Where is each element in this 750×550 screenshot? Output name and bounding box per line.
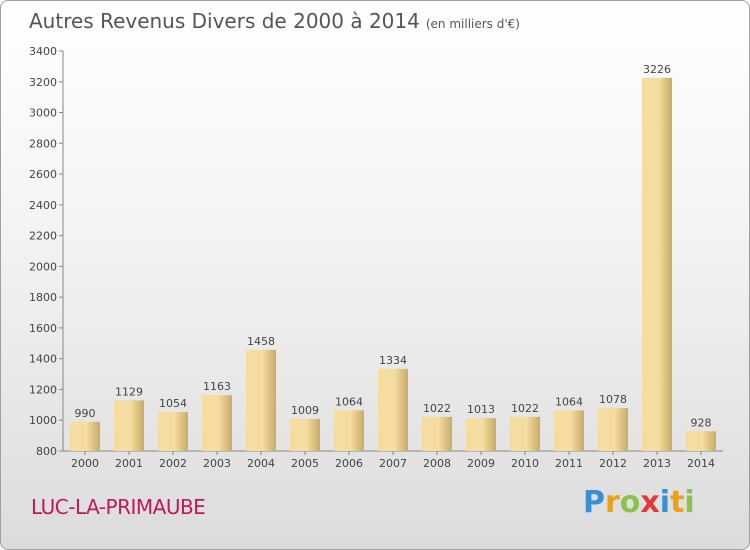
y-tick-label: 2800: [29, 137, 57, 150]
x-tick-label: 2004: [247, 457, 275, 470]
y-tick-label: 1000: [29, 414, 57, 427]
chart-title-text: Autres Revenus Divers de 2000 à 2014: [29, 9, 420, 33]
bars: 990 1129 1054 1163 1458 1009 1064 1334 1022 1013 1…: [70, 63, 716, 452]
bar-value-label: 1078: [599, 393, 627, 406]
axes: 800 1000 1200 1400 1600 1800 2000 2200 2400 2600 2…: [29, 45, 723, 470]
bar: [290, 418, 320, 451]
y-tick-label: 1400: [29, 353, 57, 366]
chart-unit: (en milliers d'€): [425, 17, 520, 31]
proxiti-logo[interactable]: Proxiti: [583, 485, 695, 520]
y-tick-label: 1800: [29, 291, 57, 304]
logo-letter: o: [619, 485, 641, 520]
y-tick-label: 800: [36, 445, 57, 458]
logo-letter: i: [684, 485, 695, 520]
x-tick-label: 2005: [291, 457, 319, 470]
y-tick-label: 1600: [29, 322, 57, 335]
bar-value-label: 1054: [159, 397, 187, 410]
bar: [642, 77, 672, 452]
bar: [202, 395, 232, 451]
bar-value-label: 1013: [467, 403, 495, 416]
bar: [70, 421, 100, 451]
bar-value-label: 1064: [335, 395, 363, 408]
bar-value-label: 1163: [203, 380, 231, 393]
x-tick-label: 2010: [511, 457, 539, 470]
y-tick-label: 1200: [29, 383, 57, 396]
bar-value-label: 928: [691, 416, 712, 429]
town-name: LUC-LA-PRIMAUBE: [31, 495, 206, 519]
y-tick-label: 2000: [29, 260, 57, 273]
bar: [686, 431, 716, 451]
bar: [246, 349, 276, 451]
x-tick-label: 2014: [687, 457, 715, 470]
bar-value-label: 990: [75, 407, 96, 420]
logo-letter: t: [670, 485, 685, 520]
x-tick-label: 2007: [379, 457, 407, 470]
x-tick-label: 2001: [115, 457, 143, 470]
x-tick-label: 2013: [643, 457, 671, 470]
bar-value-label: 1334: [379, 354, 407, 367]
bar-value-label: 1458: [247, 335, 275, 348]
bar-value-label: 1009: [291, 404, 319, 417]
y-tick-label: 2400: [29, 199, 57, 212]
x-tick-label: 2008: [423, 457, 451, 470]
x-tick-label: 2006: [335, 457, 363, 470]
y-tick-label: 2200: [29, 230, 57, 243]
x-tick-label: 2003: [203, 457, 231, 470]
logo-letter: P: [583, 485, 605, 520]
logo-letter: r: [605, 485, 620, 520]
bar: [422, 416, 452, 451]
y-tick-label: 3400: [29, 45, 57, 58]
bar-value-label: 3226: [643, 63, 671, 76]
x-tick-label: 2002: [159, 457, 187, 470]
bar: [158, 411, 188, 451]
y-tick-label: 3000: [29, 107, 57, 120]
bar: [554, 410, 584, 451]
bar-value-label: 1064: [555, 395, 583, 408]
x-tick-label: 2009: [467, 457, 495, 470]
bar: [466, 418, 496, 451]
bar: [378, 368, 408, 451]
bar: [334, 410, 364, 451]
bar: [114, 400, 144, 451]
x-tick-label: 2012: [599, 457, 627, 470]
logo-letter: i: [659, 485, 671, 520]
bar-value-label: 1129: [115, 385, 143, 398]
bar-value-label: 1022: [423, 402, 451, 415]
bar-value-label: 1022: [511, 402, 539, 415]
chart-title: Autres Revenus Divers de 2000 à 2014 (en …: [29, 9, 520, 33]
y-tick-label: 2600: [29, 168, 57, 181]
bar: [598, 408, 628, 451]
x-tick-label: 2011: [555, 457, 583, 470]
x-tick-label: 2000: [71, 457, 99, 470]
bar: [510, 416, 540, 451]
logo-letter: x: [640, 485, 660, 520]
y-tick-label: 3200: [29, 76, 57, 89]
